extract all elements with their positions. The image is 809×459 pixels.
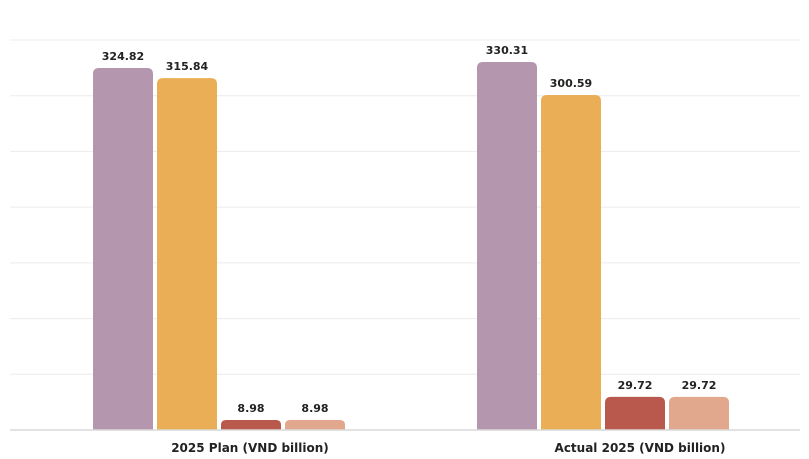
category-label-plan: 2025 Plan (VND billion) bbox=[171, 441, 329, 455]
value-label-actual-series-4: 29.72 bbox=[682, 379, 717, 392]
bar-actual-series-2 bbox=[541, 95, 601, 430]
bar-actual-series-3 bbox=[605, 396, 665, 430]
value-labels: 324.82 315.84 8.98 8.98 330.31 300.59 29.72 29.… bbox=[102, 44, 717, 415]
bar-plan-series-2 bbox=[157, 78, 217, 431]
bars bbox=[93, 61, 729, 431]
category-label-actual: Actual 2025 (VND billion) bbox=[555, 441, 726, 455]
bar-plan-series-1 bbox=[93, 68, 153, 431]
value-label-plan-series-3: 8.98 bbox=[237, 402, 264, 415]
value-label-actual-series-2: 300.59 bbox=[550, 77, 592, 90]
value-label-actual-series-1: 330.31 bbox=[486, 44, 528, 57]
bar-actual-series-4 bbox=[669, 396, 729, 430]
value-label-actual-series-3: 29.72 bbox=[618, 379, 653, 392]
value-label-plan-series-2: 315.84 bbox=[166, 60, 209, 73]
bar-plan-series-3 bbox=[221, 419, 281, 430]
value-label-plan-series-1: 324.82 bbox=[102, 50, 144, 63]
bar-actual-series-1 bbox=[477, 61, 537, 431]
bar-plan-series-4 bbox=[285, 419, 345, 430]
category-labels: 2025 Plan (VND billion) Actual 2025 (VND… bbox=[171, 441, 725, 455]
value-label-plan-series-4: 8.98 bbox=[301, 402, 328, 415]
